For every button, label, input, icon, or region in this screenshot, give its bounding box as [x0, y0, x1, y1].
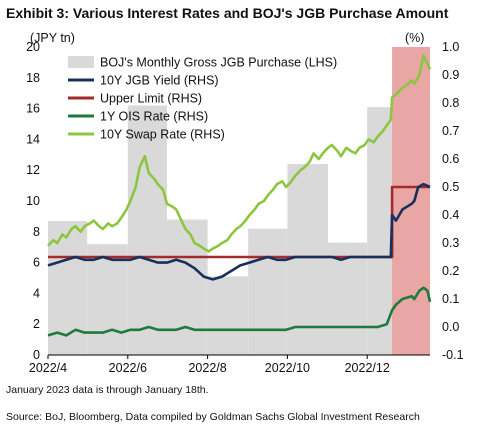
right-tick-label: 0.3 — [442, 236, 459, 250]
left-tick-label: 4 — [33, 286, 40, 300]
bar-2022-11 — [327, 242, 368, 355]
line-10y-swap-rate — [47, 54, 432, 253]
left-tick-label: 10 — [26, 194, 40, 208]
left-tick-label: 14 — [26, 132, 40, 146]
rate-lines — [47, 54, 432, 337]
right-tick-label: 0.5 — [442, 180, 459, 194]
x-tick-label: 2022/8 — [188, 361, 226, 375]
bar-2022-06 — [127, 105, 168, 356]
legend-label: Upper Limit (RHS) — [100, 92, 202, 106]
legend-label: BOJ's Monthly Gross JGB Purchase (LHS) — [100, 56, 337, 70]
right-tick-label: 0.8 — [442, 96, 459, 110]
right-axis-unit: (%) — [405, 31, 424, 45]
bar-2022-10 — [287, 164, 328, 355]
x-axis-ticks: 2022/4 2022/6 2022/8 2022/10 2022/12 — [29, 355, 390, 375]
line-10y-jgb-yield — [47, 182, 431, 281]
right-tick-label: 0.0 — [442, 320, 459, 334]
x-tick-label: 2022/4 — [29, 361, 67, 375]
left-axis-unit: (JPY tn) — [30, 31, 75, 45]
left-axis-ticks: 0 2 4 6 8 10 12 14 16 18 20 — [26, 40, 40, 362]
bar-2022-05 — [87, 244, 128, 355]
right-tick-label: 0.2 — [442, 264, 459, 278]
right-tick-label: 0.1 — [442, 292, 459, 306]
chart-title: Exhibit 3: Various Interest Rates and BO… — [6, 5, 449, 21]
legend-label: 10Y JGB Yield (RHS) — [100, 74, 219, 88]
right-tick-label: 1.0 — [442, 40, 459, 54]
left-tick-label: 6 — [33, 256, 40, 270]
x-tick-label: 2022/6 — [109, 361, 147, 375]
left-tick-label: 18 — [26, 71, 40, 85]
left-tick-label: 8 — [33, 225, 40, 239]
left-tick-label: 20 — [26, 40, 40, 54]
source-note: Source: BoJ, Bloomberg, Data compiled by… — [6, 411, 420, 423]
left-tick-label: 0 — [33, 348, 40, 362]
left-tick-label: 2 — [33, 317, 40, 331]
x-tick-label: 2022/12 — [345, 361, 390, 375]
right-tick-label: -0.1 — [442, 348, 464, 362]
bar-2022-09 — [248, 228, 288, 355]
right-axis-ticks: -0.1 0.0 0.1 0.2 0.3 0.4 0.5 0.6 0.7 0.8 0.9 1.0 — [442, 40, 464, 362]
legend-swatch-box — [68, 56, 94, 68]
line-1y-ois-rate — [47, 286, 432, 337]
plot-area — [47, 47, 432, 356]
right-tick-label: 0.7 — [442, 124, 459, 138]
legend-label: 1Y OIS Rate (RHS) — [100, 110, 208, 124]
x-tick-label: 2022/10 — [265, 361, 310, 375]
left-tick-label: 16 — [26, 102, 40, 116]
right-tick-label: 0.4 — [442, 208, 459, 222]
right-tick-label: 0.6 — [442, 152, 459, 166]
footnote: January 2023 data is through January 18t… — [6, 384, 209, 396]
left-tick-label: 12 — [26, 163, 40, 177]
legend: BOJ's Monthly Gross JGB Purchase (LHS) 10… — [68, 56, 337, 142]
legend-label: 10Y Swap Rate (RHS) — [100, 128, 225, 142]
bar-2022-08 — [207, 276, 249, 355]
bar-2022-07 — [167, 219, 208, 355]
right-tick-label: 0.9 — [442, 68, 459, 82]
